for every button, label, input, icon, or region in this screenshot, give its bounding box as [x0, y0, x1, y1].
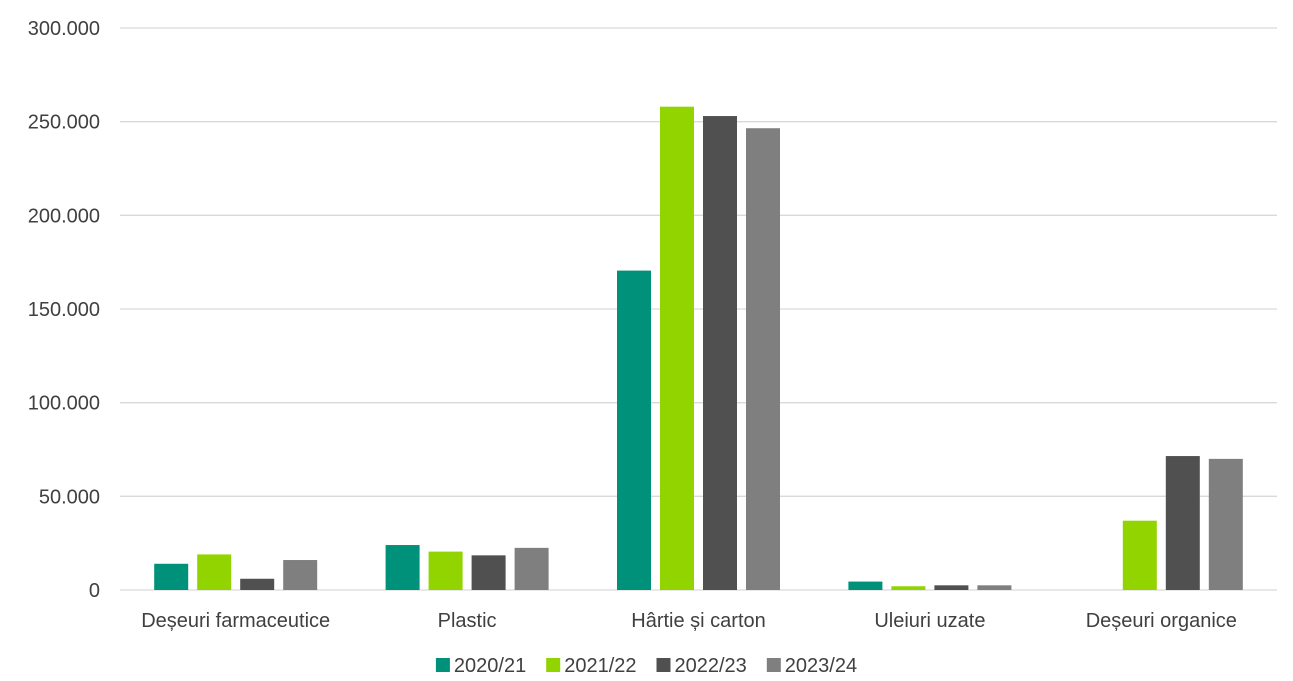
legend-label-2020-21: 2020/21 [454, 655, 526, 677]
bar-2023-24-4 [1208, 458, 1243, 590]
legend-swatch-2023-24 [766, 658, 781, 672]
bar-2023-24-2 [746, 128, 780, 590]
bars [154, 106, 1243, 591]
bar-2022-23-3 [934, 585, 969, 590]
bar-2022-23-4 [1165, 456, 1200, 590]
bar-2020-21-2 [617, 270, 651, 590]
x-category-label: Deșeuri organice [1086, 610, 1237, 632]
bar-2021-22-3 [891, 586, 926, 590]
bar-2021-22-2 [660, 106, 694, 591]
legend-label-2022-23: 2022/23 [675, 655, 747, 677]
bar-2020-21-0 [154, 563, 189, 590]
y-tick-label: 50.000 [39, 486, 100, 508]
x-category-label: Plastic [438, 610, 497, 632]
bar-2021-22-1 [428, 551, 463, 590]
bar-2022-23-0 [240, 578, 275, 590]
legend: 2020/21 2021/22 2022/23 2023/24 [435, 655, 857, 677]
bar-2020-21-1 [385, 545, 420, 590]
legend-label-2023-24: 2023/24 [785, 655, 857, 677]
bar-2023-24-3 [977, 585, 1012, 590]
gridlines [120, 27, 1277, 591]
x-category-label: Deșeuri farmaceutice [141, 610, 330, 632]
bar-2023-24-0 [283, 560, 318, 590]
y-tick-label: 150.000 [28, 299, 100, 321]
x-category-label: Hârtie și carton [631, 610, 766, 632]
legend-swatch-2020-21 [435, 658, 450, 672]
y-tick-label: 200.000 [28, 205, 100, 227]
bar-2020-21-3 [848, 581, 883, 590]
y-axis-tick-labels: 0 50.000 100.000 150.000 200.000 250.000 300.0… [28, 18, 100, 602]
x-axis-category-labels: Deșeuri farmaceutice Plastic Hârtie și car… [141, 610, 1237, 632]
legend-label-2021-22: 2021/22 [564, 655, 636, 677]
y-tick-label: 100.000 [28, 393, 100, 415]
y-tick-label: 250.000 [28, 112, 100, 134]
x-category-label: Uleiuri uzate [874, 610, 985, 632]
bar-2023-24-1 [514, 547, 549, 590]
y-tick-label: 300.000 [28, 18, 100, 40]
bar-2022-23-2 [703, 116, 737, 591]
legend-swatch-2021-22 [546, 658, 561, 672]
y-tick-label: 0 [89, 580, 100, 602]
legend-swatch-2022-23 [656, 658, 671, 672]
bar-2022-23-1 [471, 555, 506, 590]
bar-2021-22-4 [1122, 520, 1157, 590]
bar-2021-22-0 [197, 554, 232, 590]
